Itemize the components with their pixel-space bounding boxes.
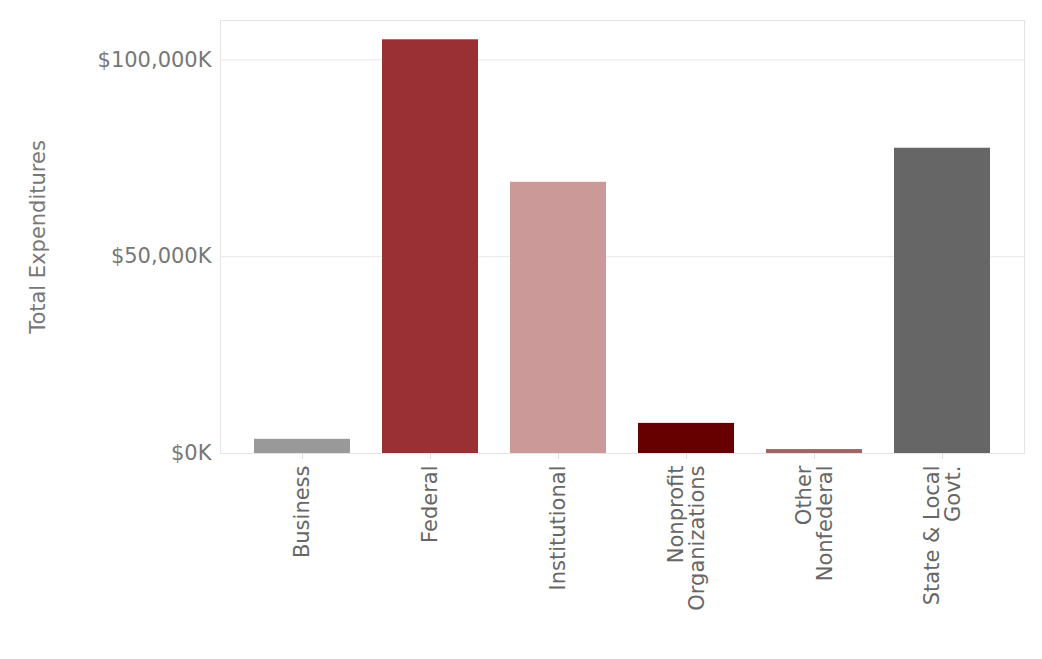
svg-text:State & LocalGovt.: State & LocalGovt.: [920, 466, 965, 606]
svg-text:$100,000K: $100,000K: [98, 48, 213, 72]
svg-text:Federal: Federal: [418, 466, 442, 543]
svg-text:Total Expenditures: Total Expenditures: [26, 140, 50, 335]
svg-text:OtherNonfederal: OtherNonfederal: [792, 465, 837, 581]
svg-text:$0K: $0K: [171, 441, 213, 465]
svg-text:Business: Business: [290, 466, 314, 559]
svg-text:NonprofitOrganizations: NonprofitOrganizations: [664, 466, 709, 611]
svg-text:Institutional: Institutional: [546, 466, 570, 591]
svg-text:$50,000K: $50,000K: [111, 244, 213, 268]
